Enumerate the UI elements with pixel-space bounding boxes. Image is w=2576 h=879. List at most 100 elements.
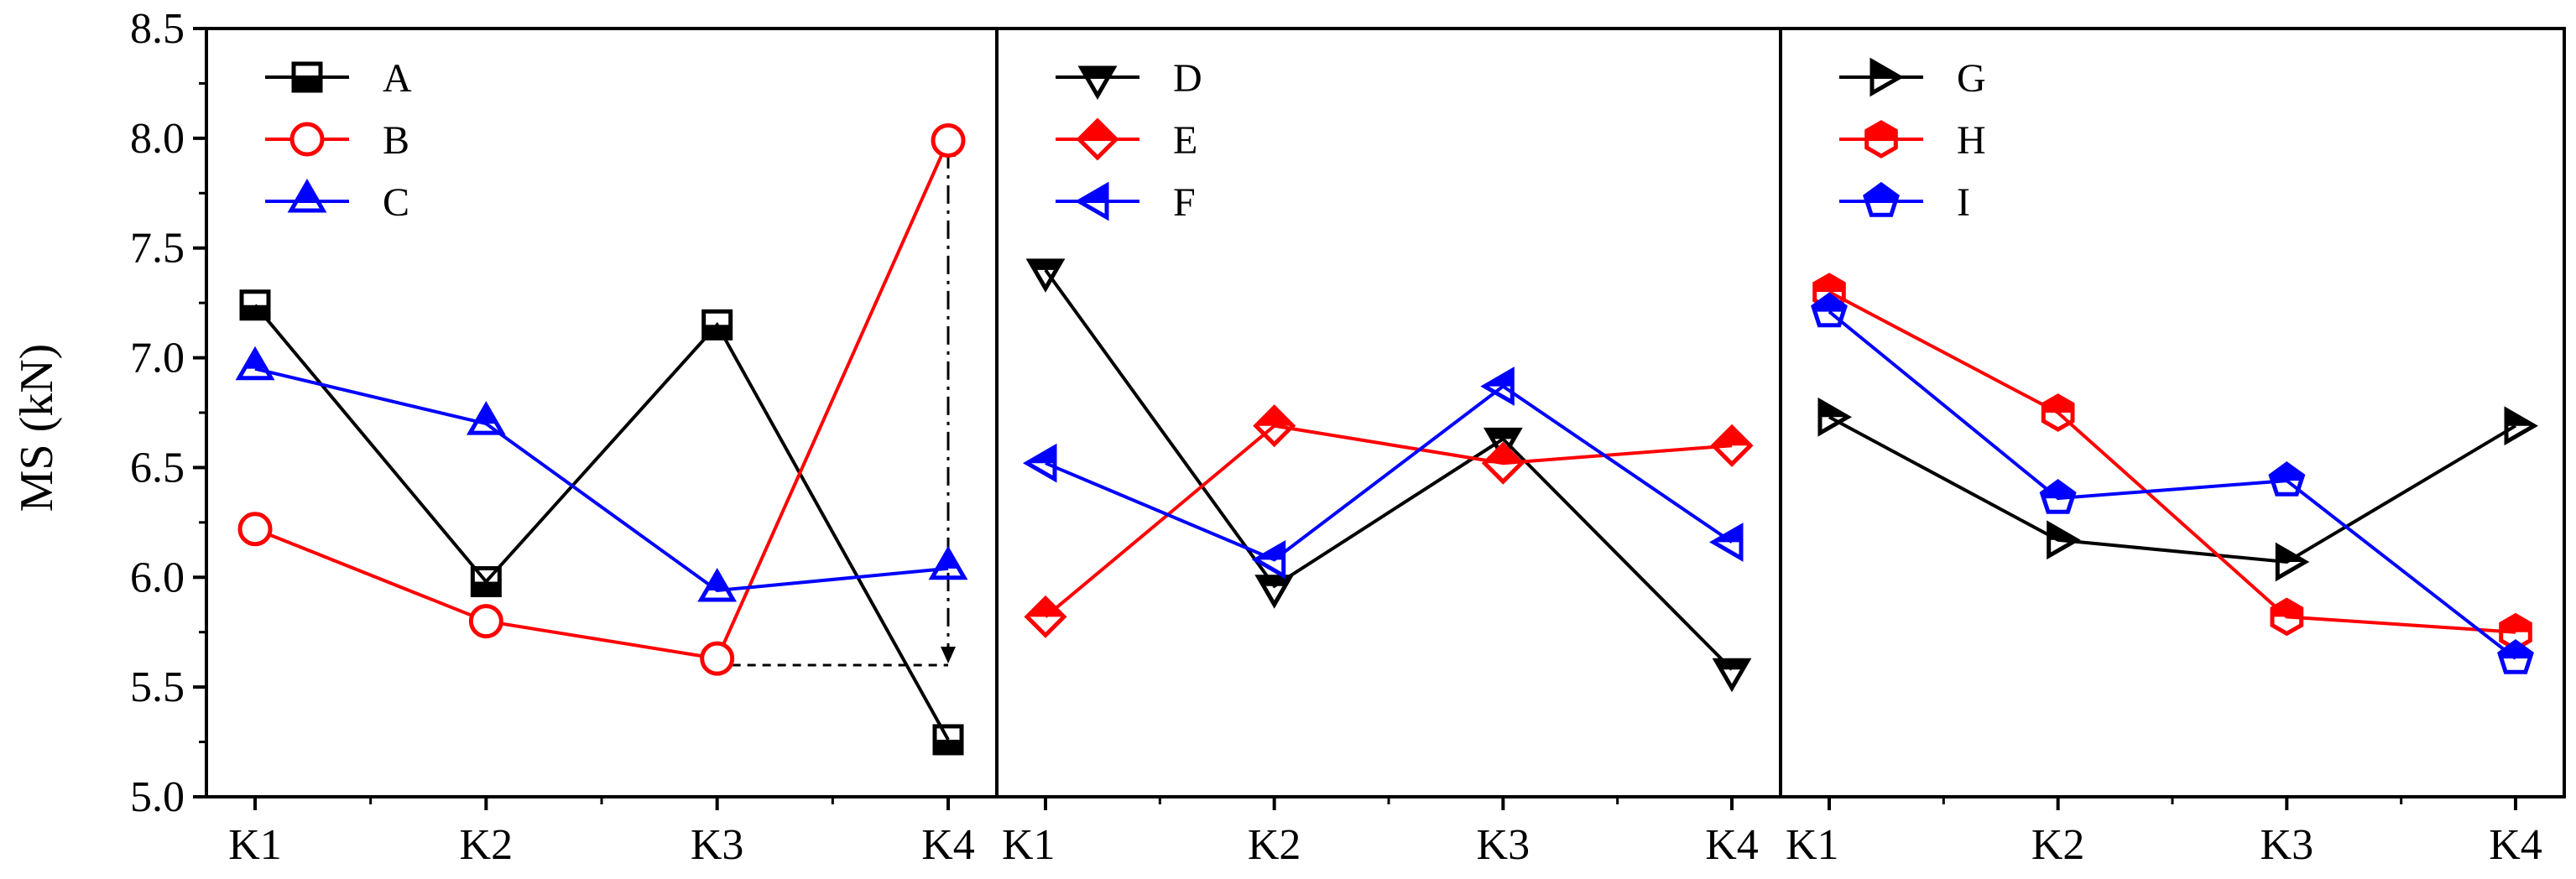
legend-item: H: [1839, 118, 1986, 163]
data-point: [2275, 542, 2310, 582]
series-line: [1044, 424, 1733, 618]
data-point-outline: [1811, 292, 1848, 328]
series-I: [1811, 292, 2534, 674]
legend-marker-outline: [1076, 117, 1119, 161]
data-point-outline: [2504, 406, 2539, 446]
data-point-outline: [1710, 424, 1754, 467]
data-point: [2504, 406, 2539, 446]
y-axis-title: MS (kN): [11, 344, 63, 512]
data-point: [1024, 595, 1067, 638]
data-point-outline: [1025, 258, 1066, 293]
y-tick-label: 8.5: [130, 5, 185, 53]
data-point-outline: [1253, 404, 1296, 448]
legend-item: D: [1056, 56, 1202, 101]
data-point: [2047, 520, 2081, 560]
legend-marker-outline: [291, 61, 323, 93]
legend-label: D: [1173, 56, 1202, 101]
data-point-fill: [706, 572, 728, 590]
legend-label: E: [1173, 118, 1197, 163]
legend-marker-outline: [1864, 120, 1898, 159]
x-tick-label: K4: [921, 821, 975, 869]
data-point-fill: [937, 549, 959, 569]
data-point-outline: [2039, 479, 2077, 514]
legend-item: F: [1056, 180, 1196, 225]
panel-3: K1 K2 K3 K4 GHI: [1779, 27, 2566, 869]
panel-frame: [205, 27, 999, 798]
data-point-outline: [466, 401, 506, 435]
data-point: [1483, 427, 1523, 462]
panel-frame: [1779, 27, 2566, 798]
legend-marker-outline: [1077, 65, 1118, 100]
data-point: [928, 545, 968, 580]
y-tick-label: 7.5: [130, 225, 185, 273]
series-G: [1817, 397, 2539, 582]
y-tick-label: 7.0: [130, 335, 185, 382]
data-point-outline: [235, 346, 275, 381]
x-tick-label: K1: [1002, 821, 1056, 869]
legend-marker-outline: [1863, 181, 1900, 217]
x-tick-label: K3: [1477, 821, 1530, 869]
data-point-fill: [1258, 576, 1291, 586]
data-point: [932, 724, 964, 756]
series-line: [1828, 290, 2516, 634]
data-point-fill: [1487, 429, 1520, 440]
data-point: [235, 346, 275, 381]
data-point-fill: [1255, 407, 1293, 426]
series-B: [237, 122, 966, 676]
data-point-outline: [2497, 639, 2534, 674]
data-point-outline: [1712, 658, 1752, 693]
series-F: [1022, 367, 1744, 580]
data-point-fill: [1814, 275, 1844, 293]
data-point-outline: [1480, 367, 1515, 406]
data-point-outline: [1481, 441, 1525, 485]
data-point-outline: [701, 309, 733, 341]
legend-marker: [1863, 181, 1900, 217]
data-point-fill: [2500, 642, 2532, 659]
series-A: [239, 289, 964, 756]
data-point-fill: [2042, 481, 2074, 499]
y-tick-label: 8.0: [130, 115, 185, 163]
legend-item: C: [265, 179, 409, 225]
data-point-fill: [1027, 598, 1064, 617]
y-tick-label: 5.5: [130, 663, 185, 711]
data-point: [1811, 292, 1848, 328]
data-point-outline: [2275, 542, 2310, 582]
legend-marker-fill: [1865, 185, 1897, 201]
legend: DEF: [1056, 56, 1202, 225]
data-point-fill: [1713, 427, 1750, 446]
legend-marker-fill: [296, 183, 318, 201]
data-point-fill: [1813, 294, 1845, 312]
data-point-outline: [1024, 595, 1067, 638]
series-D: [1025, 258, 1752, 693]
data-point-outline: [1708, 523, 1744, 562]
data-point: [1251, 539, 1286, 580]
y-tick-label: 6.5: [130, 444, 185, 492]
legend-marker: [289, 122, 325, 157]
data-point: [2497, 639, 2534, 674]
legend-marker-fill: [1081, 68, 1114, 77]
legend-label: C: [383, 180, 409, 225]
data-point-outline: [932, 724, 964, 756]
x-tick-label: K1: [1786, 821, 1839, 869]
data-point: [1254, 575, 1295, 609]
series-line: [1828, 415, 2517, 564]
series-H: [1812, 273, 2532, 652]
x-tick-label: K2: [1248, 821, 1301, 869]
data-point: [466, 401, 506, 435]
legend-label: H: [1957, 118, 1986, 163]
data-point-outline: [2268, 461, 2306, 497]
data-point: [1708, 523, 1744, 562]
legend: GHI: [1839, 56, 1986, 225]
x-tick-label: K4: [1705, 821, 1759, 869]
legend-item: B: [265, 118, 409, 163]
data-point-outline: [470, 566, 502, 598]
series-line: [1828, 310, 2517, 660]
data-point-outline: [1483, 427, 1523, 462]
data-point: [931, 122, 966, 158]
data-point: [1022, 443, 1057, 483]
panel-1: 5.0 5.5 6.0 6.5 7.0 7.5 8.0 8.5 K1 K2 K3 K4 ABC: [130, 5, 999, 869]
y-tick-label: 5.0: [130, 773, 185, 821]
data-point-fill: [935, 739, 962, 753]
